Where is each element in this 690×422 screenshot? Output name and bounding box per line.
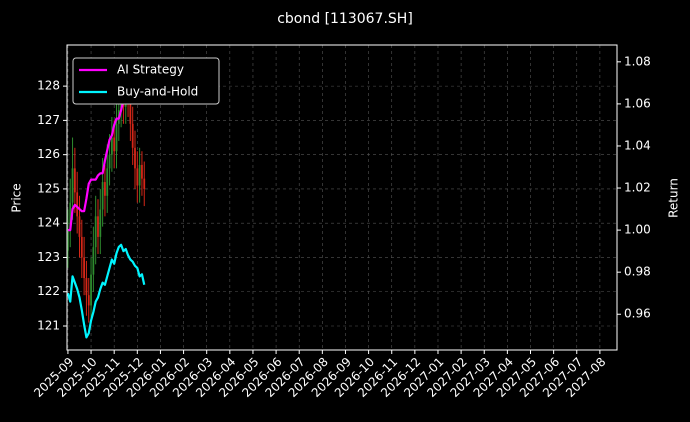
candle-body: [67, 230, 69, 251]
y-tick-label: 124: [37, 216, 60, 230]
candle-body: [85, 278, 88, 296]
y-tick-label: 121: [37, 319, 60, 333]
candle-body: [101, 182, 104, 210]
y2-tick-label: 1.02: [624, 181, 651, 195]
y-tick-label: 125: [37, 181, 60, 195]
candle-body: [76, 192, 79, 217]
plot-frame: [66, 44, 618, 351]
candle-body: [131, 123, 134, 148]
series-line: [66, 243, 146, 339]
candle-body: [99, 209, 102, 237]
candle-body: [97, 216, 99, 237]
candle-body: [73, 168, 76, 193]
candle-body: [78, 216, 81, 237]
y-axis-label: Price: [10, 183, 24, 212]
chart-title: cbond [113067.SH]: [277, 11, 413, 27]
candle-body: [92, 247, 95, 275]
y2-tick-label: 1.04: [624, 138, 651, 152]
y2-tick-label: 1.06: [624, 96, 651, 110]
candle-body: [90, 274, 92, 306]
y2-tick-label: 1.00: [624, 223, 651, 237]
y2-tick-label: 1.08: [624, 54, 651, 68]
candle-body: [115, 123, 118, 152]
legend-box: [72, 57, 220, 105]
candle-body: [134, 147, 136, 169]
candle-body: [71, 168, 74, 203]
candle-body: [80, 236, 83, 258]
candle-body: [110, 137, 113, 155]
candle-body: [106, 168, 109, 196]
candle-body: [87, 295, 90, 306]
candle-body: [141, 164, 143, 179]
candle-body: [113, 137, 116, 152]
candle-body: [104, 182, 106, 196]
y-tick-label: 126: [37, 147, 60, 161]
y-tick-label: 127: [37, 113, 60, 127]
y2-axis-label: Return: [667, 178, 681, 218]
legend-label: Buy-and-Hold: [117, 85, 198, 99]
candle-body: [129, 99, 132, 124]
candle-body: [136, 168, 139, 186]
candle-body: [138, 164, 141, 186]
y-tick-label: 123: [37, 250, 60, 264]
y2-tick-label: 0.98: [624, 265, 651, 279]
y-tick-label: 122: [37, 284, 60, 298]
candle-body: [83, 257, 86, 279]
candle-body: [108, 154, 111, 169]
candle-body: [143, 178, 146, 189]
candle-body: [94, 216, 97, 248]
candle-body: [69, 202, 72, 231]
legend-label: AI Strategy: [117, 63, 184, 77]
y2-tick-label: 0.96: [624, 307, 651, 321]
y-tick-label: 128: [37, 79, 60, 93]
